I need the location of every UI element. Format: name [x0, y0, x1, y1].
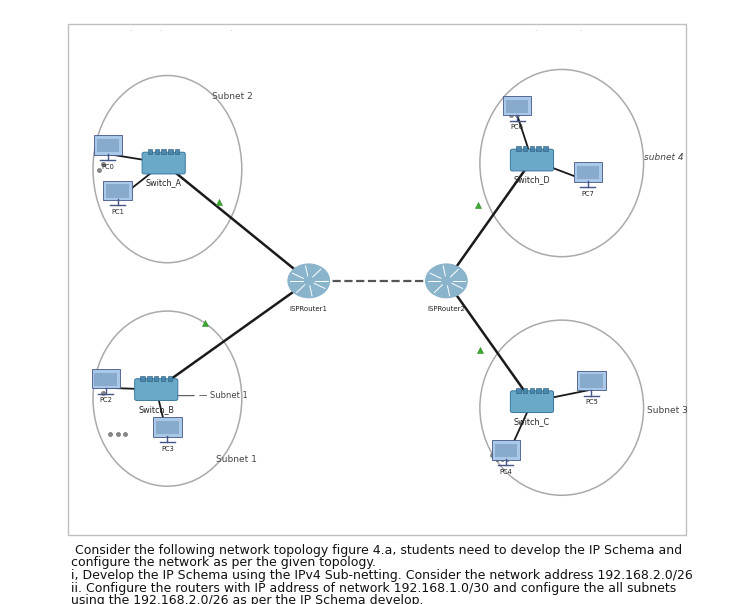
FancyBboxPatch shape: [495, 444, 517, 457]
FancyBboxPatch shape: [577, 371, 606, 390]
Text: .: .: [129, 25, 132, 33]
Text: PC2: PC2: [99, 397, 112, 403]
FancyBboxPatch shape: [94, 373, 117, 386]
FancyBboxPatch shape: [574, 162, 602, 182]
Ellipse shape: [93, 76, 242, 263]
Text: PC3: PC3: [161, 446, 174, 452]
FancyBboxPatch shape: [492, 440, 520, 460]
FancyBboxPatch shape: [510, 149, 554, 171]
Text: — Subnet 1: — Subnet 1: [199, 391, 248, 400]
Text: Subnet 2: Subnet 2: [212, 92, 253, 101]
Circle shape: [426, 264, 467, 298]
FancyBboxPatch shape: [142, 152, 185, 174]
Bar: [516, 146, 521, 151]
Text: PC1: PC1: [111, 209, 124, 215]
Bar: [141, 376, 145, 381]
FancyBboxPatch shape: [92, 369, 120, 388]
Text: ii. Configure the routers with IP address of network 192.168.1.0/30 and configur: ii. Configure the routers with IP addres…: [71, 582, 676, 596]
Bar: [523, 388, 527, 393]
Ellipse shape: [480, 69, 644, 257]
Bar: [168, 149, 173, 154]
Text: PC7: PC7: [581, 191, 594, 197]
Text: PC4: PC4: [499, 469, 513, 475]
Bar: [530, 388, 534, 393]
FancyBboxPatch shape: [577, 166, 599, 179]
FancyBboxPatch shape: [103, 181, 132, 200]
Text: Switch_D: Switch_D: [513, 175, 551, 184]
Text: Switch_A: Switch_A: [146, 178, 182, 187]
FancyBboxPatch shape: [156, 421, 179, 434]
Text: ISPRouter1: ISPRouter1: [289, 306, 328, 312]
FancyBboxPatch shape: [503, 96, 531, 115]
Text: PC5: PC5: [585, 399, 598, 405]
Text: PC0: PC0: [101, 164, 115, 170]
Circle shape: [288, 264, 330, 298]
Bar: [536, 146, 541, 151]
Bar: [155, 149, 159, 154]
Text: Subnet 3: Subnet 3: [647, 406, 688, 415]
FancyBboxPatch shape: [506, 100, 528, 113]
FancyBboxPatch shape: [94, 135, 122, 155]
FancyBboxPatch shape: [106, 184, 129, 198]
Ellipse shape: [93, 311, 242, 486]
Bar: [148, 149, 153, 154]
Ellipse shape: [480, 320, 644, 495]
Text: .: .: [158, 25, 161, 33]
FancyBboxPatch shape: [68, 24, 686, 535]
Bar: [543, 146, 548, 151]
Text: subnet 4: subnet 4: [644, 153, 683, 161]
Text: using the 192.168.2.0/26 as per the IP Schema develop.: using the 192.168.2.0/26 as per the IP S…: [71, 594, 423, 604]
Bar: [154, 376, 158, 381]
Bar: [161, 149, 166, 154]
FancyBboxPatch shape: [135, 379, 178, 400]
Text: Switch_B: Switch_B: [138, 405, 174, 414]
Text: .: .: [229, 25, 232, 33]
Bar: [147, 376, 152, 381]
FancyBboxPatch shape: [153, 417, 182, 437]
Bar: [536, 388, 541, 393]
Bar: [523, 146, 527, 151]
Text: PC6: PC6: [510, 124, 524, 130]
Bar: [175, 149, 179, 154]
Bar: [543, 388, 548, 393]
FancyBboxPatch shape: [510, 391, 554, 413]
Text: Switch_C: Switch_C: [514, 417, 550, 426]
Text: .: .: [579, 25, 582, 33]
Text: Consider the following network topology figure 4.a, students need to develop the: Consider the following network topology …: [71, 544, 682, 557]
Text: i, Develop the IP Schema using the IPv4 Sub-netting. Consider the network addres: i, Develop the IP Schema using the IPv4 …: [71, 569, 693, 582]
Bar: [167, 376, 172, 381]
Text: Subnet 1: Subnet 1: [216, 455, 257, 463]
Bar: [530, 146, 534, 151]
Text: .: .: [534, 25, 537, 33]
Text: ISPRouter2: ISPRouter2: [428, 306, 465, 312]
Bar: [161, 376, 165, 381]
Bar: [516, 388, 521, 393]
Text: configure the network as per the given topology.: configure the network as per the given t…: [71, 556, 376, 569]
FancyBboxPatch shape: [97, 139, 119, 152]
FancyBboxPatch shape: [580, 374, 603, 388]
